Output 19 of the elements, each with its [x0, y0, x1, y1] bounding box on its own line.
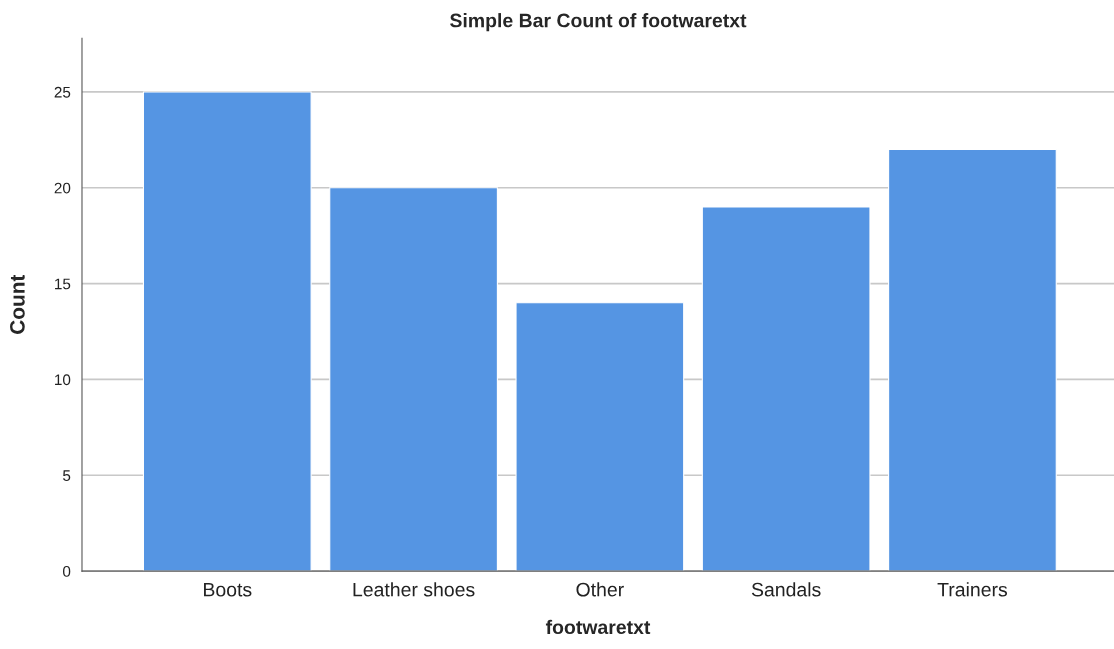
y-tick-label: 15 [55, 278, 71, 290]
x-tick-label: Boots [204, 582, 252, 597]
x-tick-label: Sandals [751, 582, 821, 597]
y-tick-label: 20 [54, 182, 71, 194]
y-tick-label: 10 [55, 374, 71, 386]
y-tick-label: 25 [54, 86, 71, 98]
y-tick-label: 5 [62, 470, 71, 481]
y-axis-title: Count [10, 274, 25, 334]
y-tick-label: 0 [62, 565, 71, 577]
x-tick-label: Leather shoes [353, 582, 475, 597]
bar [701, 206, 871, 572]
bar [329, 187, 498, 572]
bar [888, 148, 1057, 572]
x-tick-label: Trainers [937, 582, 1008, 597]
bar [142, 91, 312, 572]
chart-title: Simple Bar Count of footwaretxt [450, 13, 747, 32]
x-tick-label: Other [576, 582, 624, 597]
x-axis-title: footwaretxt [545, 619, 651, 635]
bar [515, 302, 685, 572]
